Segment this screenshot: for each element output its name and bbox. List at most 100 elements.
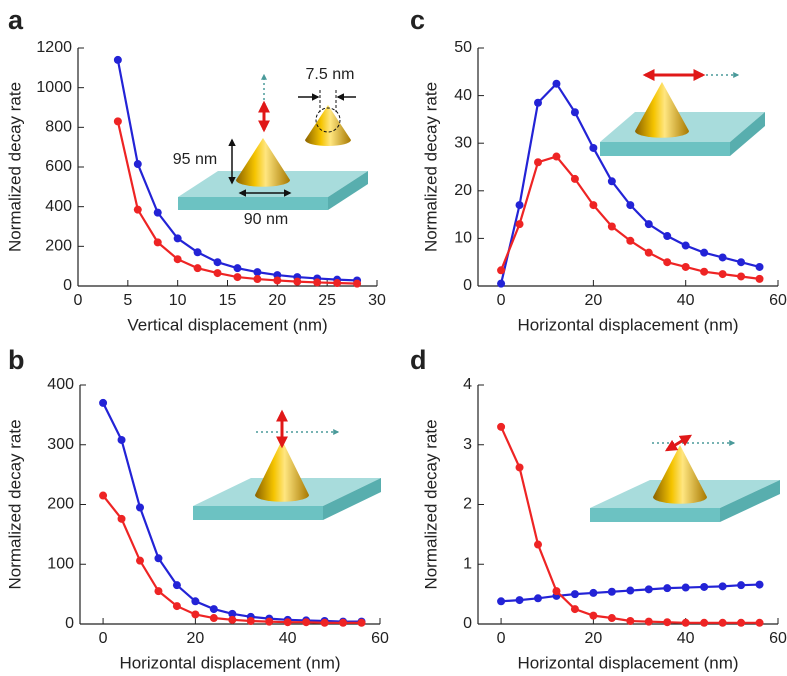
data-point [497,279,506,288]
small-cone [305,105,351,146]
data-point [191,597,200,606]
x-tick-label: 60 [769,630,787,647]
substrate-front [178,197,328,210]
data-point [253,275,262,284]
data-point [570,590,579,599]
data-point [133,205,142,214]
data-point [497,597,506,606]
x-tick-label: 20 [584,292,602,309]
arrow [664,434,693,452]
data-point [681,618,690,627]
panel-label: a [8,5,24,35]
y-tick-label: 400 [45,198,72,215]
substrate-front [193,506,323,520]
y-tick-label: 10 [454,230,472,247]
cone [653,445,707,504]
data-point [607,177,616,186]
x-tick-label: 25 [318,292,336,309]
data-point [339,618,348,627]
data-point [302,618,311,627]
data-point [718,270,727,279]
data-point [136,556,144,565]
y-tick-label: 0 [65,615,74,632]
data-point [589,143,598,152]
data-point [117,514,126,523]
data-point [607,614,616,623]
x-axis-label: Horizontal displacement (nm) [517,315,738,334]
y-tick-label: 300 [47,436,74,453]
data-point [755,274,764,283]
data-point [497,422,506,431]
data-point [515,201,524,210]
y-tick-label: 600 [45,158,72,175]
data-point [552,79,561,88]
data-point [681,241,690,250]
panel-label: d [410,345,427,375]
data-point [644,585,653,594]
y-tick-label: 20 [454,182,472,199]
data-point [626,236,635,245]
data-point [626,201,635,210]
data-point [133,160,142,169]
data-point [737,272,746,281]
substrate-side [323,478,381,520]
data-point [233,264,242,273]
annotation: 7.5 nm [306,66,355,83]
x-tick-label: 0 [497,630,506,647]
y-tick-label: 0 [463,615,472,632]
x-axis-label: Horizontal displacement (nm) [119,653,340,672]
cone [255,440,309,502]
data-point [191,610,200,619]
data-point [737,258,746,267]
data-point [552,587,561,596]
x-tick-label: 20 [186,630,204,647]
substrate-side [720,480,780,522]
x-tick-label: 20 [584,630,602,647]
y-tick-label: 0 [463,277,472,294]
data-point [293,277,302,286]
data-point [193,264,202,273]
cone [635,82,689,138]
data-point [589,588,598,597]
tip-circle [315,107,341,133]
data-point [700,582,709,591]
y-tick-label: 800 [45,119,72,136]
panel-label: c [410,5,425,35]
data-point [213,269,222,278]
data-point [737,581,746,590]
x-tick-label: 0 [99,630,108,647]
data-point [644,617,653,626]
annotation: 90 nm [244,211,288,228]
data-point [663,232,672,241]
data-point [228,609,237,618]
data-point [313,278,322,287]
data-point [700,267,709,276]
data-point [515,220,524,229]
x-tick-label: 40 [677,630,695,647]
data-point [113,117,122,126]
data-point [737,618,746,627]
y-tick-label: 400 [47,376,74,393]
y-tick-label: 30 [454,134,472,151]
x-tick-label: 60 [371,630,389,647]
data-point [353,279,362,288]
annotation: 95 nm [173,151,217,168]
data-point [228,615,237,624]
data-point [570,605,579,614]
data-point [700,618,709,627]
y-tick-label: 100 [47,555,74,572]
y-tick-label: 40 [454,87,472,104]
y-tick-label: 3 [463,436,472,453]
data-point [607,222,616,231]
data-point [233,273,242,282]
x-tick-label: 15 [219,292,237,309]
data-point [607,587,616,596]
data-point [333,279,342,288]
data-point [718,618,727,627]
data-point [213,258,222,267]
data-point [681,262,690,271]
y-tick-label: 200 [45,238,72,255]
x-tick-label: 0 [497,292,506,309]
y-tick-label: 4 [463,376,472,393]
